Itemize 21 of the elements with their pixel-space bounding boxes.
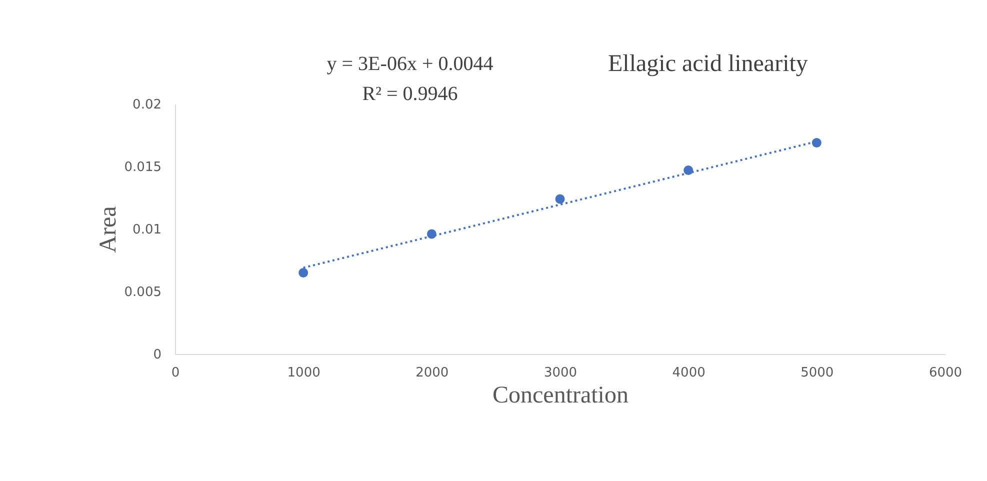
y-tick-label: 0.005 <box>124 285 162 300</box>
y-tick-label: 0 <box>153 348 162 362</box>
y-tick-label: 0.02 <box>132 98 162 112</box>
y-axis-title: Area <box>95 206 122 253</box>
x-tick-label: 0 <box>171 366 180 380</box>
annotation: R² = 0.9946 <box>362 83 458 105</box>
x-tick-label: 3000 <box>544 366 578 380</box>
x-tick-label: 1000 <box>287 366 320 380</box>
x-tick-label: 4000 <box>672 366 706 380</box>
x-tick-label: 5000 <box>800 366 834 380</box>
y-tick-label: 0.015 <box>124 160 162 175</box>
x-tick-label: 2000 <box>416 366 449 380</box>
point <box>684 166 694 175</box>
x-tick-label: 6000 <box>928 366 962 380</box>
y-tick-label: 0.01 <box>132 222 162 238</box>
point <box>812 138 822 148</box>
chart-title: Ellagic acid linearity <box>608 51 808 77</box>
x-axis-title: Concentration <box>492 382 628 408</box>
point <box>555 194 565 204</box>
point <box>298 268 308 278</box>
text: y = 3E-06x + 0.0044 <box>326 53 494 75</box>
